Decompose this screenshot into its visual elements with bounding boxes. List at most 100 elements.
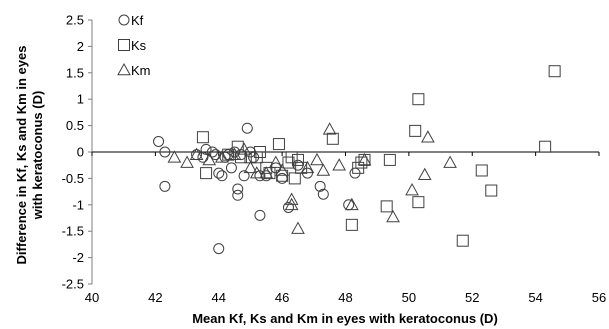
ks-point [548, 65, 561, 78]
km-point [316, 163, 331, 176]
km-point [259, 166, 274, 179]
y-axis-title-line-2: with keratoconus (D) [30, 91, 45, 221]
y-tick-label: 0 [77, 145, 84, 160]
km-point [215, 150, 229, 163]
x-tick-label: 42 [148, 290, 162, 305]
kf-point [206, 146, 218, 158]
kf-point [159, 180, 171, 192]
y-tick-label: -0.5 [62, 171, 84, 186]
kf-point [238, 170, 250, 182]
km-point [405, 182, 419, 196]
km-point [268, 155, 283, 168]
ks-point [196, 131, 209, 144]
y-axis-ticks: 2.5 2 1.5 1 0.5 0 -0.5 -1 -1.5 -2 -2.5 [62, 13, 92, 292]
kf-point [153, 135, 165, 147]
y-tick-label: 0.5 [66, 118, 84, 133]
ks-point [412, 93, 425, 106]
legend-km-label: Km [131, 63, 151, 78]
kf-point [232, 183, 244, 195]
x-tick-label: 54 [528, 290, 542, 305]
km-point [237, 142, 251, 155]
y-tick-label: 1 [77, 92, 84, 107]
ks-point [456, 234, 469, 247]
kf-point [314, 180, 326, 192]
kf-point [213, 243, 225, 255]
ks-point [355, 156, 368, 169]
ks-point [326, 132, 339, 145]
kf-point [200, 143, 212, 155]
legend-ks-label: Ks [131, 38, 147, 53]
km-point [421, 130, 435, 143]
ks-point [234, 151, 247, 164]
legend-kf-label: Kf [131, 13, 144, 28]
x-tick-label: 48 [338, 290, 352, 305]
kf-point [282, 201, 294, 213]
y-tick-label: -1.5 [62, 224, 84, 239]
km-point [443, 155, 457, 168]
legend-km-symbol [117, 62, 131, 76]
y-tick-label: 2 [77, 39, 84, 54]
ks-point [345, 218, 358, 231]
ks-point [253, 146, 266, 158]
km-point [310, 152, 324, 166]
km-point [386, 209, 400, 223]
ks-point [412, 196, 425, 209]
ks-point [285, 151, 298, 164]
km-point [167, 150, 182, 163]
km-point [332, 158, 347, 171]
km-point [275, 163, 289, 176]
legend-kf-symbol [118, 14, 130, 26]
x-tick-label: 52 [465, 290, 479, 305]
x-tick-label: 46 [275, 290, 289, 305]
ks-point [409, 124, 422, 137]
ks-point [539, 140, 552, 153]
km-point [189, 147, 204, 160]
x-axis-ticks: 40 42 44 46 48 50 52 54 56 [85, 152, 606, 305]
y-axis-title-line-1: Difference in Kf, Ks and Km in eyes [14, 46, 29, 265]
km-point [249, 166, 264, 179]
ks-point [485, 184, 498, 197]
kf-point [317, 188, 329, 200]
kf-point [254, 209, 266, 221]
kf-point [260, 170, 272, 182]
km-point [322, 122, 337, 135]
kf-point [159, 146, 171, 158]
km-point [284, 192, 299, 205]
x-tick-label: 44 [212, 290, 226, 305]
kf-point [213, 167, 225, 179]
ks-point [291, 153, 304, 166]
ks-point [383, 153, 396, 166]
y-tick-label: -2 [72, 250, 84, 265]
kf-point [232, 189, 244, 201]
km-point [417, 167, 432, 181]
y-tick-label: -2.5 [62, 277, 84, 292]
ks-point [380, 200, 393, 213]
km-point [202, 152, 217, 166]
ks-point [475, 164, 488, 177]
ks-point [200, 167, 213, 180]
km-point [180, 155, 194, 168]
kf-point [216, 170, 228, 182]
km-point [291, 221, 305, 234]
kf-point [254, 170, 266, 182]
y-tick-label: 2.5 [66, 13, 84, 28]
km-point [300, 160, 315, 174]
legend: Kf Ks Km [117, 13, 151, 78]
ks-point [288, 172, 301, 185]
kf-point [225, 162, 237, 174]
ks-point [272, 138, 285, 151]
x-tick-label: 56 [592, 290, 606, 305]
y-tick-label: -1 [72, 197, 84, 212]
y-tick-label: 1.5 [66, 65, 84, 80]
km-point [243, 160, 258, 174]
kf-point [241, 122, 253, 134]
data-markers [153, 65, 561, 255]
ks-point [295, 161, 308, 174]
y-axis-title: Difference in Kf, Ks and Km in eyes with… [14, 46, 45, 265]
ks-point [222, 148, 235, 161]
km-point [344, 197, 359, 211]
x-tick-label: 40 [85, 290, 99, 305]
km-point [227, 147, 242, 160]
km-point [357, 152, 372, 166]
